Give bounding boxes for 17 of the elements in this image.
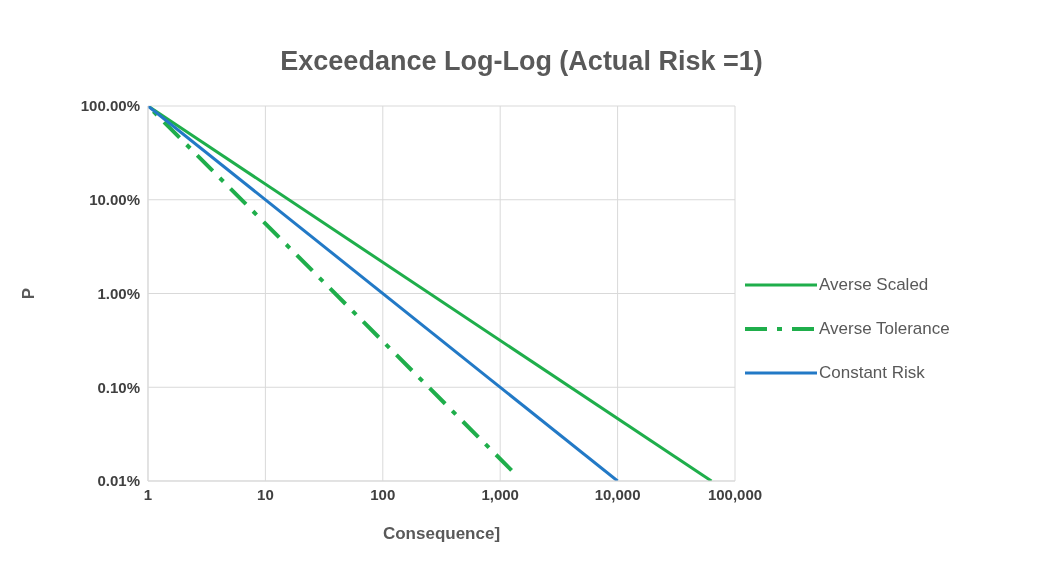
- y-axis-title: P: [19, 287, 39, 300]
- x-tick-label: 10,000: [594, 485, 641, 503]
- x-tick-label: 1,000: [481, 485, 519, 503]
- x-tick-label: 100: [370, 485, 396, 503]
- x-tick-label: 100,000: [707, 485, 763, 503]
- legend-label: Constant Risk: [819, 362, 925, 383]
- x-tick-label: 10: [257, 485, 274, 503]
- y-tick-label: 0.01%: [97, 472, 140, 490]
- y-tick-label: 1.00%: [97, 284, 140, 302]
- x-axis-title: Consequence]: [382, 524, 501, 543]
- x-tick-label: 1: [143, 485, 153, 503]
- y-tick-label: 0.10%: [97, 378, 140, 396]
- chart-title: Exceedance Log-Log (Actual Risk =1): [279, 45, 764, 78]
- y-tick-label: 10.00%: [89, 191, 140, 209]
- legend-label: Averse Tolerance: [819, 318, 950, 339]
- y-tick-label: 100.00%: [80, 97, 140, 115]
- legend-label: Averse Scaled: [819, 274, 929, 295]
